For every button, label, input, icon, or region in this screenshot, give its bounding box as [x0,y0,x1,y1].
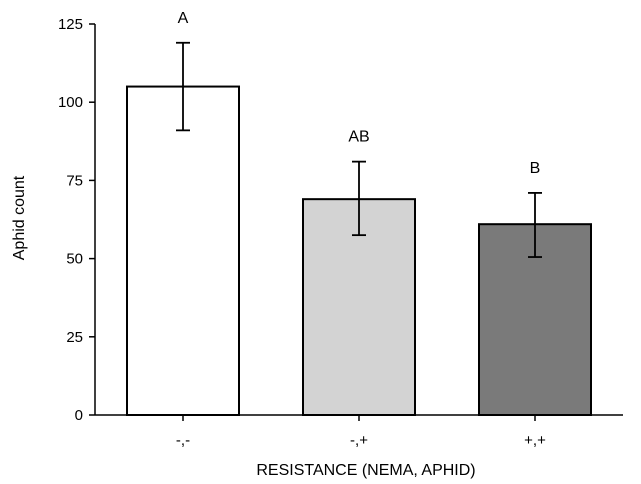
x-axis-title: RESISTANCE (NEMA, APHID) [256,462,475,479]
y-axis-title: Aphid count [11,175,28,260]
significance-label: B [530,160,541,177]
y-tick-label: 125 [58,16,83,33]
y-tick-label: 75 [66,172,83,189]
x-tick-label: -,+ [350,432,368,449]
y-tick-label: 0 [75,407,83,424]
y-tick-label: 25 [66,329,83,346]
x-tick-label: +,+ [524,432,546,449]
y-tick-label: 50 [66,251,83,268]
significance-label: AB [348,129,369,146]
y-tick-label: 100 [58,94,83,111]
plot-area: 0 25 50 75 100 125 A -,- AB -,+ B +,+ [58,10,623,449]
significance-label: A [178,10,189,27]
bar [126,85,240,416]
x-tick-label: -,- [176,432,190,449]
